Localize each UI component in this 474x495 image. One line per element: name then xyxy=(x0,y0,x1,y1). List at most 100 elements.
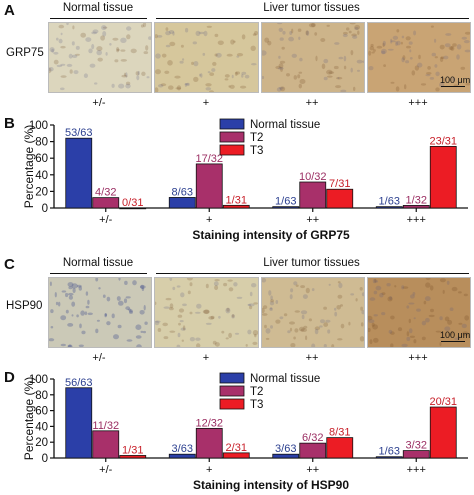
cell-nucleus-mark xyxy=(461,36,467,40)
cell-nucleus-mark xyxy=(247,329,252,335)
cell-nucleus-mark xyxy=(112,37,119,41)
cell-nucleus-mark xyxy=(270,295,273,301)
cell-nucleus-mark xyxy=(340,323,345,329)
cell-nucleus-mark xyxy=(308,23,316,28)
cell-nucleus-mark xyxy=(205,83,212,87)
y-tick-label: 40 xyxy=(35,421,48,433)
cell-nucleus-mark xyxy=(56,64,63,68)
cell-nucleus-mark xyxy=(129,309,133,313)
cell-nucleus-mark xyxy=(357,69,360,72)
cell-nucleus-mark xyxy=(251,63,257,66)
cell-nucleus-mark xyxy=(376,45,383,49)
cell-nucleus-mark xyxy=(264,324,267,329)
cell-nucleus-mark xyxy=(130,48,137,54)
cell-nucleus-mark xyxy=(386,283,391,287)
cell-nucleus-mark xyxy=(337,77,340,80)
cell-nucleus-mark xyxy=(125,72,128,78)
cell-nucleus-mark xyxy=(429,77,435,80)
cell-nucleus-mark xyxy=(182,303,187,307)
cell-nucleus-mark xyxy=(336,305,341,310)
bar-data-label: 3/63 xyxy=(275,443,296,455)
cell-nucleus-mark xyxy=(443,55,449,60)
cell-nucleus-mark xyxy=(214,285,219,291)
panel-letter-c: C xyxy=(4,256,15,273)
cell-nucleus-mark xyxy=(240,85,247,89)
x-tick-label: + xyxy=(206,214,212,226)
cell-nucleus-mark xyxy=(80,32,86,38)
cell-nucleus-mark xyxy=(263,305,268,309)
micrograph-hsp90-plus xyxy=(154,277,259,348)
scale-text-a: 100 μm xyxy=(440,75,471,85)
cell-nucleus-mark xyxy=(427,66,431,70)
cell-nucleus-mark xyxy=(79,323,82,329)
cell-nucleus-mark xyxy=(116,47,120,53)
cell-nucleus-mark xyxy=(100,35,105,41)
cell-nucleus-mark xyxy=(180,292,185,298)
cell-nucleus-mark xyxy=(439,44,445,50)
cell-nucleus-mark xyxy=(428,314,435,318)
cell-nucleus-mark xyxy=(175,87,182,90)
cell-nucleus-mark xyxy=(155,69,161,75)
cell-nucleus-mark xyxy=(176,344,181,347)
bar-normal-tissue xyxy=(65,137,93,209)
micrograph-hsp90-normal xyxy=(48,277,152,348)
cell-nucleus-mark xyxy=(53,59,59,65)
cell-nucleus-mark xyxy=(405,60,410,64)
cell-nucleus-mark xyxy=(50,309,54,314)
cell-nucleus-mark xyxy=(104,313,108,317)
cell-nucleus-mark xyxy=(196,343,201,347)
cell-nucleus-mark xyxy=(420,83,427,86)
cell-nucleus-mark xyxy=(226,53,233,57)
cell-nucleus-mark xyxy=(279,60,286,64)
cell-nucleus-mark xyxy=(336,76,343,80)
cell-nucleus-mark xyxy=(414,65,420,71)
intensity-label-a-0: +/- xyxy=(92,97,106,109)
cell-nucleus-mark xyxy=(50,326,54,329)
cell-nucleus-mark xyxy=(416,308,421,312)
cell-nucleus-mark xyxy=(125,296,131,299)
cell-nucleus-mark xyxy=(458,291,462,294)
cell-nucleus-mark xyxy=(132,280,137,286)
scale-bar-c xyxy=(441,341,465,342)
cell-nucleus-mark xyxy=(279,316,284,320)
cell-nucleus-mark xyxy=(140,284,145,289)
cell-nucleus-mark xyxy=(434,56,438,59)
bar-data-label: 6/32 xyxy=(302,432,323,444)
cell-nucleus-mark xyxy=(269,301,275,306)
cell-nucleus-mark xyxy=(60,63,66,66)
cell-nucleus-mark xyxy=(208,316,215,320)
cell-nucleus-mark xyxy=(254,333,257,338)
cell-nucleus-mark xyxy=(234,332,240,335)
cell-nucleus-mark xyxy=(302,294,308,299)
cell-nucleus-mark xyxy=(227,279,233,282)
cell-nucleus-mark xyxy=(65,292,69,298)
cell-nucleus-mark xyxy=(155,320,160,326)
cell-nucleus-mark xyxy=(434,38,437,43)
y-tick-label: 0 xyxy=(42,203,48,215)
cell-nucleus-mark xyxy=(143,51,149,55)
cell-nucleus-mark xyxy=(448,46,454,50)
legend-label: T2 xyxy=(250,386,263,398)
cell-nucleus-mark xyxy=(305,30,309,36)
cell-nucleus-mark xyxy=(270,299,274,303)
cell-nucleus-mark xyxy=(301,314,305,320)
bar-data-label: 12/32 xyxy=(195,417,223,429)
cell-nucleus-mark xyxy=(123,298,128,304)
cell-nucleus-mark xyxy=(249,305,253,310)
cell-nucleus-mark xyxy=(148,36,151,40)
cell-nucleus-mark xyxy=(424,296,431,302)
cell-nucleus-mark xyxy=(371,322,375,327)
cell-nucleus-mark xyxy=(326,24,330,27)
cell-nucleus-mark xyxy=(401,35,405,39)
cell-nucleus-mark xyxy=(289,327,293,332)
cell-nucleus-mark xyxy=(233,40,236,43)
row-label-grp75: GRP75 xyxy=(6,47,44,59)
cell-nucleus-mark xyxy=(209,72,215,76)
cell-nucleus-mark xyxy=(160,83,167,87)
cell-nucleus-mark xyxy=(75,45,80,50)
cell-nucleus-mark xyxy=(126,339,133,342)
cell-nucleus-mark xyxy=(189,282,193,287)
x-tick-label: ++ xyxy=(306,464,319,476)
cell-nucleus-mark xyxy=(87,312,93,316)
cell-nucleus-mark xyxy=(295,284,299,287)
